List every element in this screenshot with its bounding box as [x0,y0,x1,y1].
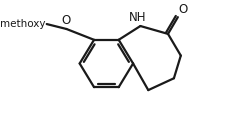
Text: O: O [179,3,188,16]
Text: O: O [62,14,71,27]
Text: NH: NH [129,11,146,24]
Text: methoxy: methoxy [0,19,46,29]
